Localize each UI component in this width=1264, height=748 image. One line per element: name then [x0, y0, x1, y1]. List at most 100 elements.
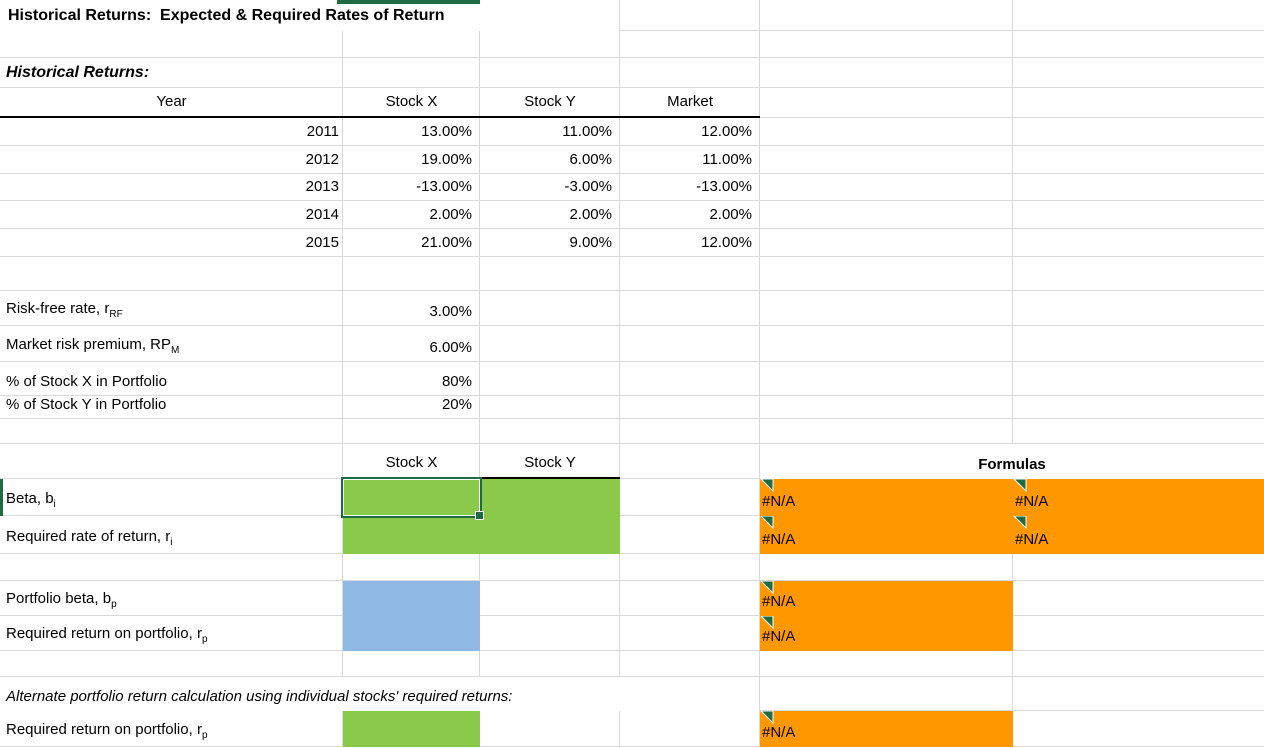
empty-cell[interactable]	[0, 711, 343, 747]
empty-cell[interactable]	[620, 291, 760, 326]
empty-cell[interactable]	[1013, 0, 1264, 31]
empty-cell[interactable]	[1013, 229, 1264, 257]
header-stock-x-cell[interactable]: Stock X	[343, 88, 480, 118]
required-rate-label-cell[interactable]: Required rate of return, ri	[0, 516, 343, 554]
empty-cell[interactable]	[343, 174, 480, 201]
return-value-cell[interactable]: 9.00%	[569, 233, 612, 251]
empty-cell[interactable]	[0, 554, 343, 581]
empty-cell[interactable]	[620, 479, 760, 516]
empty-cell[interactable]	[0, 201, 343, 229]
empty-cell[interactable]	[760, 31, 1013, 58]
empty-cell[interactable]	[1013, 396, 1264, 419]
empty-cell[interactable]	[343, 118, 480, 146]
year-cell[interactable]: 2011	[306, 122, 339, 140]
market-risk-premium-value-cell[interactable]: 6.00%	[429, 338, 472, 356]
empty-cell[interactable]	[760, 0, 1013, 31]
return-value-cell[interactable]: 12.00%	[701, 122, 752, 140]
empty-cell[interactable]	[0, 396, 343, 419]
header-market-cell[interactable]: Market	[620, 88, 760, 118]
return-value-cell[interactable]: -13.00%	[696, 177, 752, 195]
empty-cell[interactable]	[760, 146, 1013, 174]
empty-cell[interactable]	[620, 616, 760, 651]
portfolio-return-label-cell[interactable]: Required return on portfolio, rp	[0, 616, 343, 651]
return-value-cell[interactable]: 2.00%	[429, 205, 472, 223]
empty-cell[interactable]	[0, 651, 343, 677]
empty-cell[interactable]	[620, 58, 760, 88]
return-value-cell[interactable]: 6.00%	[569, 150, 612, 168]
empty-cell[interactable]	[1013, 326, 1264, 362]
empty-cell[interactable]	[343, 554, 480, 581]
pct-stock-x-value-cell[interactable]: 80%	[441, 372, 472, 390]
empty-cell[interactable]	[480, 58, 620, 88]
empty-cell[interactable]	[343, 362, 480, 396]
empty-cell[interactable]	[620, 201, 760, 229]
empty-cell[interactable]	[760, 174, 1013, 201]
empty-cell[interactable]	[343, 31, 480, 58]
empty-cell[interactable]	[480, 118, 620, 146]
empty-cell[interactable]	[480, 326, 620, 362]
beta-header-stock-x-cell[interactable]: Stock X	[343, 444, 480, 479]
year-cell[interactable]: 2013	[305, 177, 339, 195]
empty-cell[interactable]	[620, 516, 760, 554]
empty-cell[interactable]	[760, 257, 1013, 291]
empty-cell[interactable]	[760, 229, 1013, 257]
empty-cell[interactable]	[760, 677, 1013, 711]
empty-cell[interactable]	[1013, 146, 1264, 174]
empty-cell[interactable]	[480, 616, 620, 651]
return-value-cell[interactable]: -3.00%	[564, 177, 612, 195]
fill-handle[interactable]	[475, 511, 484, 520]
empty-cell[interactable]	[1013, 711, 1264, 747]
return-value-cell[interactable]: 11.00%	[562, 122, 612, 140]
empty-cell[interactable]	[0, 444, 343, 479]
formula-na-cell[interactable]: #N/A	[760, 479, 1013, 516]
alt-portfolio-return-label-cell[interactable]: Required return on portfolio, rp	[0, 711, 343, 747]
empty-cell[interactable]	[620, 444, 760, 479]
return-value-cell[interactable]: 2.00%	[569, 205, 612, 223]
empty-cell[interactable]	[620, 229, 760, 257]
header-stock-y-cell[interactable]: Stock Y	[480, 88, 620, 118]
empty-cell[interactable]	[343, 326, 480, 362]
pct-stock-x-label-cell[interactable]: % of Stock X in Portfolio	[6, 372, 167, 390]
return-value-cell[interactable]: 21.00%	[421, 233, 472, 251]
empty-cell[interactable]	[760, 554, 1013, 581]
empty-cell[interactable]	[343, 229, 480, 257]
empty-cell[interactable]	[0, 516, 343, 554]
empty-cell[interactable]	[760, 396, 1013, 419]
empty-cell[interactable]	[760, 88, 1013, 118]
formula-na-cell[interactable]: #N/A	[760, 711, 1013, 747]
sheet-title-cell[interactable]: Historical Returns: Expected & Required …	[0, 0, 620, 31]
empty-cell[interactable]	[760, 201, 1013, 229]
portfolio-beta-label-cell[interactable]: Portfolio beta, bp	[0, 581, 343, 616]
empty-cell[interactable]	[0, 581, 343, 616]
empty-cell[interactable]	[0, 362, 343, 396]
empty-cell[interactable]	[1013, 58, 1264, 88]
empty-cell[interactable]	[1013, 362, 1264, 396]
pct-stock-y-label-cell[interactable]: % of Stock Y in Portfolio	[6, 395, 167, 413]
alternate-note-cell[interactable]: Alternate portfolio return calculation u…	[0, 677, 760, 711]
historical-returns-heading-cell[interactable]: Historical Returns:	[6, 64, 150, 82]
empty-cell[interactable]	[480, 201, 620, 229]
year-cell[interactable]: 2012	[305, 150, 339, 168]
empty-cell[interactable]	[620, 174, 760, 201]
empty-cell[interactable]	[343, 396, 480, 419]
beta-label-cell[interactable]: Beta, bi	[0, 479, 343, 516]
empty-cell[interactable]	[480, 291, 620, 326]
return-value-cell[interactable]: -13.00%	[416, 177, 472, 195]
empty-cell[interactable]	[760, 362, 1013, 396]
year-cell[interactable]: 2014	[305, 205, 339, 223]
empty-cell[interactable]	[480, 396, 620, 419]
empty-cell[interactable]	[620, 711, 760, 747]
empty-cell[interactable]	[343, 146, 480, 174]
empty-cell[interactable]	[760, 419, 1013, 444]
empty-cell[interactable]	[0, 229, 343, 257]
empty-cell[interactable]	[620, 326, 760, 362]
empty-cell[interactable]	[1013, 554, 1264, 581]
empty-cell[interactable]	[1013, 419, 1264, 444]
empty-cell[interactable]	[0, 616, 343, 651]
empty-cell[interactable]	[620, 396, 760, 419]
empty-cell[interactable]	[343, 419, 480, 444]
empty-cell[interactable]	[343, 58, 480, 88]
formulas-header-cell[interactable]: Formulas	[760, 444, 1264, 479]
return-value-cell[interactable]: 19.00%	[421, 150, 472, 168]
empty-cell[interactable]	[1013, 677, 1264, 711]
